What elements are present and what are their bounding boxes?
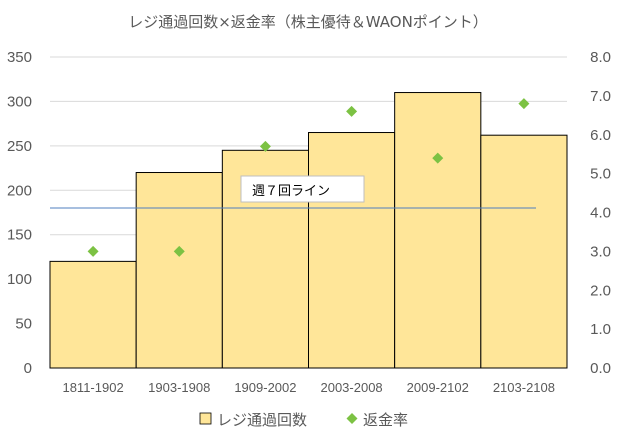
bar-1903-1908 xyxy=(135,172,223,369)
left-tick-label: 300 xyxy=(7,93,32,110)
reference-label: 週７回ライン xyxy=(252,184,330,199)
right-tick-label: 5.0 xyxy=(590,166,611,183)
legend-bar-swatch xyxy=(199,412,212,425)
legend-bar-label: レジ通過回数 xyxy=(217,411,307,429)
right-tick-label: 0.0 xyxy=(590,360,611,377)
bar-2103-2108 xyxy=(480,134,568,369)
legend-point-label: 返金率 xyxy=(363,411,408,429)
point-1909-2002 xyxy=(259,140,271,152)
x-tick-label: 1909-2002 xyxy=(234,380,296,395)
right-tick-label: 7.0 xyxy=(590,88,611,105)
chart-title: レジ通過回数×返金率（株主優待＆WAONポイント） xyxy=(128,13,488,31)
left-tick-label: 250 xyxy=(7,138,32,155)
right-tick-label: 6.0 xyxy=(590,127,611,144)
x-tick-label: 2009-2102 xyxy=(407,380,469,395)
right-tick-label: 8.0 xyxy=(590,49,611,66)
right-axis: 0.0 1.0 2.0 3.0 4.0 5.0 6.0 7.0 8.0 xyxy=(590,49,611,377)
left-tick-label: 150 xyxy=(7,227,32,244)
bar-2009-2102 xyxy=(394,92,482,369)
right-tick-label: 2.0 xyxy=(590,282,611,299)
right-tick-label: 4.0 xyxy=(590,205,611,222)
point-2103-2108 xyxy=(518,98,530,110)
point-1903-1908 xyxy=(173,245,185,257)
bar-2003-2008 xyxy=(308,132,396,369)
left-tick-label: 50 xyxy=(15,316,32,333)
left-axis: 0 50 100 150 200 250 300 350 xyxy=(7,49,32,377)
left-tick-label: 200 xyxy=(7,182,32,199)
left-tick-label: 0 xyxy=(24,360,32,377)
reference-line-group: 週７回ライン xyxy=(50,175,536,209)
legend: レジ通過回数 返金率 xyxy=(199,411,408,429)
reference-label-box xyxy=(240,175,365,203)
legend-point-swatch xyxy=(346,413,358,424)
left-tick-label: 350 xyxy=(7,49,32,66)
x-tick-label: 1811-1902 xyxy=(62,380,123,395)
scatter-series xyxy=(87,98,530,257)
point-2009-2102 xyxy=(432,152,444,164)
right-tick-label: 3.0 xyxy=(590,243,611,260)
x-tick-label: 2103-2108 xyxy=(493,380,555,395)
point-1811-1902 xyxy=(87,245,99,257)
right-tick-label: 1.0 xyxy=(590,321,611,338)
bar-series xyxy=(49,92,568,369)
point-2003-2008 xyxy=(346,105,358,117)
bar-1811-1902 xyxy=(49,260,137,369)
x-axis: 1811-1902 1903-1908 1909-2002 2003-2008 2009… xyxy=(50,367,567,395)
left-tick-label: 100 xyxy=(7,271,32,288)
x-tick-label: 1903-1908 xyxy=(148,380,210,395)
x-tick-label: 2003-2008 xyxy=(320,380,382,395)
